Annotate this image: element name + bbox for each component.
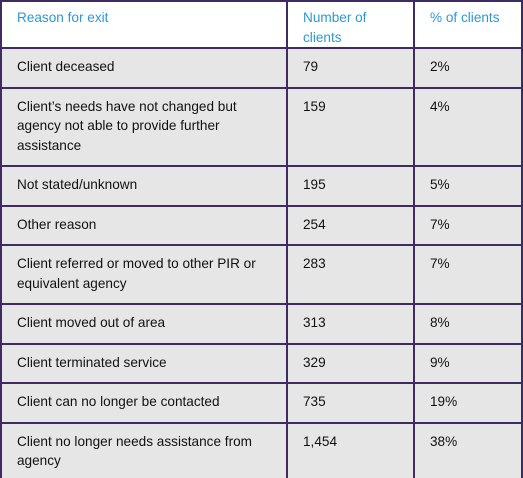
cell-number: 329 xyxy=(286,342,414,383)
cell-percent: 2% xyxy=(413,48,521,88)
cell-percent: 9% xyxy=(413,342,521,383)
table-row: Client moved out of area 313 8% xyxy=(2,303,521,344)
header-reason-for-exit: Reason for exit xyxy=(2,2,287,49)
cell-number: 313 xyxy=(286,303,414,344)
cell-percent: 7% xyxy=(413,204,521,245)
table-row: Other reason 254 7% xyxy=(2,204,521,245)
table-row: Client can no longer be contacted 735 19… xyxy=(2,382,521,423)
cell-percent: 5% xyxy=(413,165,521,206)
table-row: Client’s needs have not changed but agen… xyxy=(2,86,521,166)
cell-percent: 38% xyxy=(413,421,521,478)
cell-number: 159 xyxy=(286,86,414,166)
cell-percent: 7% xyxy=(413,244,521,304)
cell-reason: Client’s needs have not changed but agen… xyxy=(2,86,287,166)
cell-number: 735 xyxy=(286,382,414,423)
table-row: Client deceased 79 2% xyxy=(2,48,521,88)
cell-percent: 19% xyxy=(413,382,521,423)
cell-reason: Client no longer needs assistance from a… xyxy=(2,421,287,478)
table-header-row: Reason for exit Number of clients % of c… xyxy=(2,2,521,49)
cell-reason: Client deceased xyxy=(17,59,115,74)
cell-number: 1,454 xyxy=(286,421,414,478)
table-row: Not stated/unknown 195 5% xyxy=(2,165,521,206)
cell-percent: 4% xyxy=(413,86,521,166)
cell-reason: Client can no longer be contacted xyxy=(2,382,287,423)
table-row: Client no longer needs assistance from a… xyxy=(2,421,521,478)
cell-reason: Client moved out of area xyxy=(2,303,287,344)
cell-number: 283 xyxy=(286,244,414,304)
cell-number: 79 xyxy=(286,48,414,88)
cell-number: 254 xyxy=(286,204,414,245)
cell-percent: 8% xyxy=(413,303,521,344)
cell-reason: Client referred or moved to other PIR or… xyxy=(2,244,287,304)
cell-reason: Other reason xyxy=(2,204,287,245)
header-percent-of-clients: % of clients xyxy=(413,2,521,49)
cell-reason: Client terminated service xyxy=(2,342,287,383)
header-number-of-clients: Number of clients xyxy=(286,2,414,49)
cell-reason: Not stated/unknown xyxy=(2,165,287,206)
table-row: Client referred or moved to other PIR or… xyxy=(2,244,521,304)
table-row: Client terminated service 329 9% xyxy=(2,342,521,383)
cell-number: 195 xyxy=(286,165,414,206)
